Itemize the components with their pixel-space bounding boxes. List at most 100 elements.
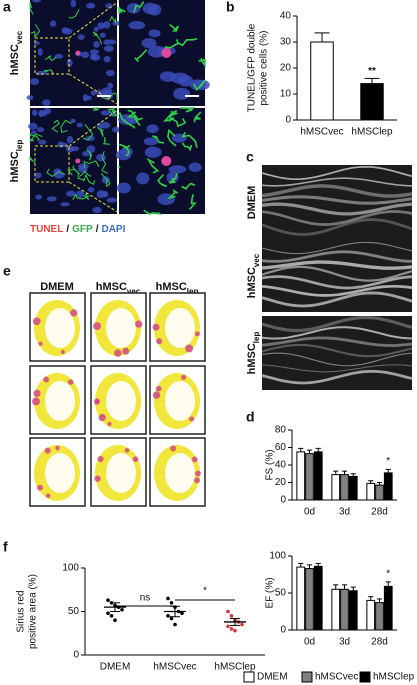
decoration: [78, 165, 88, 173]
bar: [375, 602, 384, 631]
decoration: [107, 82, 114, 89]
decoration: [82, 93, 88, 102]
bar: [296, 451, 306, 501]
decoration: [261, 369, 413, 385]
stain: GFP: [72, 224, 93, 235]
significance: **: [368, 66, 376, 77]
decoration: [112, 21, 122, 26]
decoration: [261, 184, 413, 198]
decoration: [124, 448, 130, 453]
decoration: [29, 156, 36, 164]
decoration: [191, 456, 198, 463]
y-axis-label: FS (%): [265, 449, 276, 480]
decoration: [54, 53, 64, 59]
decoration: [106, 453, 136, 493]
label-text: hMSC: [9, 44, 21, 75]
decoration: [261, 291, 413, 308]
decoration: [61, 27, 69, 33]
y-tick-label: 60: [275, 442, 287, 453]
decoration: [101, 92, 118, 101]
bar: [348, 590, 358, 631]
decoration: [168, 165, 187, 174]
decoration: [101, 151, 109, 174]
decoration: [94, 399, 100, 405]
decoration: [114, 349, 122, 357]
decoration: [84, 192, 90, 200]
bar: [296, 566, 306, 631]
decoration: [91, 54, 101, 61]
row-label: DMEM: [246, 186, 258, 220]
decoration: [261, 326, 413, 340]
decoration: [105, 3, 113, 9]
decoration: [116, 182, 131, 194]
decoration: [170, 445, 177, 452]
decoration: [136, 172, 150, 185]
decoration: [156, 338, 163, 345]
bar: [313, 565, 323, 631]
decoration: [45, 381, 75, 421]
decoration: [72, 193, 90, 201]
decoration: [261, 275, 413, 290]
y-axis-label: Sirius red: [16, 590, 27, 632]
y-tick-label: 10: [280, 89, 292, 100]
decoration: [169, 23, 179, 33]
decoration: [79, 169, 92, 178]
decoration: [166, 189, 179, 200]
decoration: [146, 124, 159, 134]
decoration: [89, 49, 100, 55]
data-point: [166, 614, 170, 618]
label-text: hMSC: [96, 281, 127, 293]
decoration: [146, 157, 160, 174]
panel-letter: d: [246, 409, 255, 425]
bar: [383, 472, 393, 501]
label-subscript: lep: [252, 332, 261, 344]
decoration: [157, 174, 168, 188]
y-tick-label: 20: [275, 477, 287, 488]
decoration: [36, 484, 43, 491]
decoration: [100, 121, 111, 129]
decoration: [38, 139, 47, 145]
y-axis-label: EF (%): [265, 577, 276, 608]
decoration: [46, 196, 57, 202]
decoration: [192, 79, 206, 91]
decoration: [75, 190, 85, 198]
decoration: [178, 37, 198, 47]
decoration: [261, 265, 413, 282]
decoration: [38, 341, 43, 346]
bar: [348, 475, 358, 501]
legend-swatch: [301, 671, 313, 683]
x-tick-label: 3d: [339, 507, 350, 518]
zoom-box: [34, 145, 70, 183]
data-point: [226, 624, 230, 629]
decoration: [168, 173, 178, 184]
y-tick-label: 0: [73, 650, 79, 661]
decoration: [261, 177, 413, 187]
decoration: [155, 385, 162, 392]
stain-legend: TUNEL / GFP / DAPI: [30, 224, 126, 235]
decoration: [32, 397, 40, 406]
decoration: [96, 153, 106, 162]
decoration: [28, 133, 43, 142]
data-point: [180, 611, 184, 616]
decoration: [181, 131, 198, 148]
x-tick-label: 3d: [339, 637, 350, 648]
label-text: DMEM: [246, 186, 258, 220]
decoration: [70, 118, 76, 124]
y-tick-label: 0: [285, 115, 291, 126]
decoration: [133, 1, 145, 13]
decoration: [194, 477, 201, 484]
decoration: [35, 194, 42, 200]
decoration: [165, 453, 195, 493]
data-point: [233, 628, 237, 633]
decoration: [60, 349, 65, 355]
y-tick-label: 0: [280, 625, 286, 636]
decoration: [132, 456, 139, 462]
decoration: [261, 241, 413, 255]
y-axis-label: positive area (%): [28, 574, 39, 649]
decoration: [76, 122, 83, 128]
y-axis-label: TUNEL/GFP double: [247, 23, 258, 112]
decoration: [173, 87, 191, 100]
decoration: [142, 2, 157, 15]
decoration: [195, 470, 201, 477]
